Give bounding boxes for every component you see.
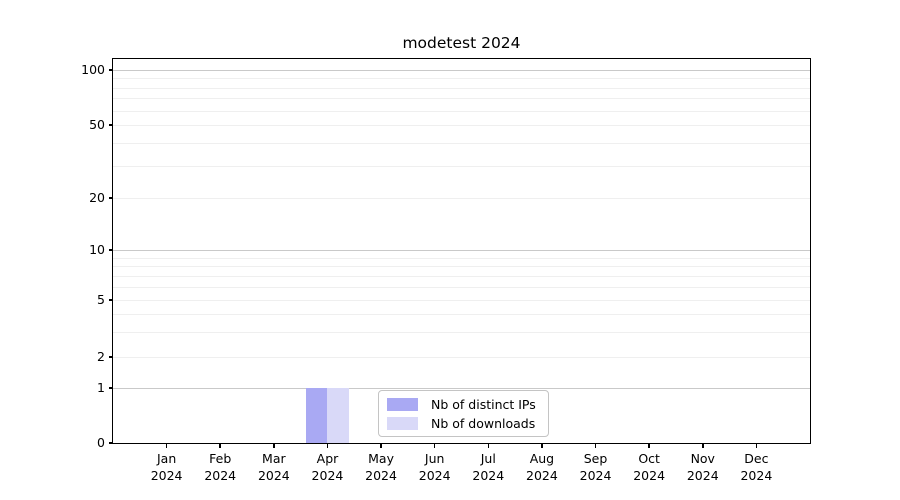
x-tick-mark xyxy=(219,443,221,448)
minor-gridline xyxy=(113,165,810,167)
y-tick-mark xyxy=(108,442,113,444)
x-tick-mark xyxy=(165,443,168,448)
legend-swatch-downloads-icon xyxy=(387,416,418,430)
y-tick-label: 1 xyxy=(97,380,105,395)
major-gridline xyxy=(113,70,810,71)
y-tick-label: 5 xyxy=(97,292,105,307)
bar-distinct-ips xyxy=(306,388,328,443)
x-tick-label: Apr 2024 xyxy=(311,451,344,483)
x-tick-mark xyxy=(702,443,704,448)
minor-gridline xyxy=(113,275,810,277)
y-tick-label: 20 xyxy=(89,190,105,205)
x-tick-mark xyxy=(273,443,275,448)
minor-gridline xyxy=(113,331,810,333)
minor-gridline xyxy=(113,98,810,100)
minor-gridline xyxy=(113,87,810,89)
minor-gridline xyxy=(113,300,810,301)
bar-downloads xyxy=(327,388,349,443)
x-tick-label: Oct 2024 xyxy=(633,451,666,483)
y-tick-label: 50 xyxy=(89,117,105,132)
y-tick-label: 100 xyxy=(81,62,105,77)
x-tick-mark xyxy=(755,443,758,448)
x-tick-label: May 2024 xyxy=(365,451,397,483)
minor-gridline xyxy=(113,142,810,144)
y-tick-mark xyxy=(108,124,113,126)
plot-frame xyxy=(112,58,811,444)
minor-gridline xyxy=(113,125,810,126)
y-tick-mark xyxy=(108,356,113,358)
chart-title: modetest 2024 xyxy=(402,34,521,52)
legend: Nb of distinct IPs Nb of downloads xyxy=(378,390,549,437)
x-tick-label: Nov 2024 xyxy=(686,451,719,483)
major-gridline xyxy=(113,388,810,389)
x-tick-mark xyxy=(594,443,597,448)
minor-gridline xyxy=(113,357,810,358)
minor-gridline xyxy=(113,198,810,199)
x-tick-label: Aug 2024 xyxy=(526,451,558,483)
minor-gridline xyxy=(113,286,810,288)
x-tick-mark xyxy=(380,443,382,448)
minor-gridline xyxy=(113,313,810,315)
x-tick-label: Jun 2024 xyxy=(418,451,451,483)
x-tick-mark xyxy=(326,443,329,448)
plot-area: Nb of distinct IPs Nb of downloads xyxy=(112,58,811,444)
x-tick-label: Jan 2024 xyxy=(150,451,183,483)
x-tick-label: Dec 2024 xyxy=(740,451,773,483)
x-tick-label: Jul 2024 xyxy=(472,451,505,483)
y-tick-mark xyxy=(108,299,113,301)
x-tick-label: Sep 2024 xyxy=(579,451,612,483)
y-tick-label: 2 xyxy=(97,349,105,364)
x-tick-mark xyxy=(648,443,650,448)
y-tick-mark xyxy=(108,69,113,71)
legend-label-downloads: Nb of downloads xyxy=(431,415,536,431)
legend-item-downloads: Nb of downloads xyxy=(387,415,536,431)
minor-gridline xyxy=(113,257,810,259)
major-gridline xyxy=(113,250,810,251)
y-tick-mark xyxy=(108,387,113,389)
minor-gridline xyxy=(113,78,810,80)
minor-gridline xyxy=(113,266,810,268)
legend-item-distinct-ips: Nb of distinct IPs xyxy=(387,396,536,412)
x-tick-mark xyxy=(541,443,543,448)
y-tick-mark xyxy=(108,249,113,251)
x-tick-label: Mar 2024 xyxy=(257,451,290,483)
minor-gridline xyxy=(113,110,810,112)
y-tick-mark xyxy=(108,197,113,199)
y-tick-label: 0 xyxy=(97,435,105,450)
y-tick-label: 10 xyxy=(89,242,105,257)
x-tick-mark xyxy=(433,443,436,448)
x-tick-mark xyxy=(487,443,490,448)
legend-label-distinct-ips: Nb of distinct IPs xyxy=(431,396,536,412)
legend-swatch-distinct-ips-icon xyxy=(387,397,418,411)
x-tick-label: Feb 2024 xyxy=(204,451,237,483)
